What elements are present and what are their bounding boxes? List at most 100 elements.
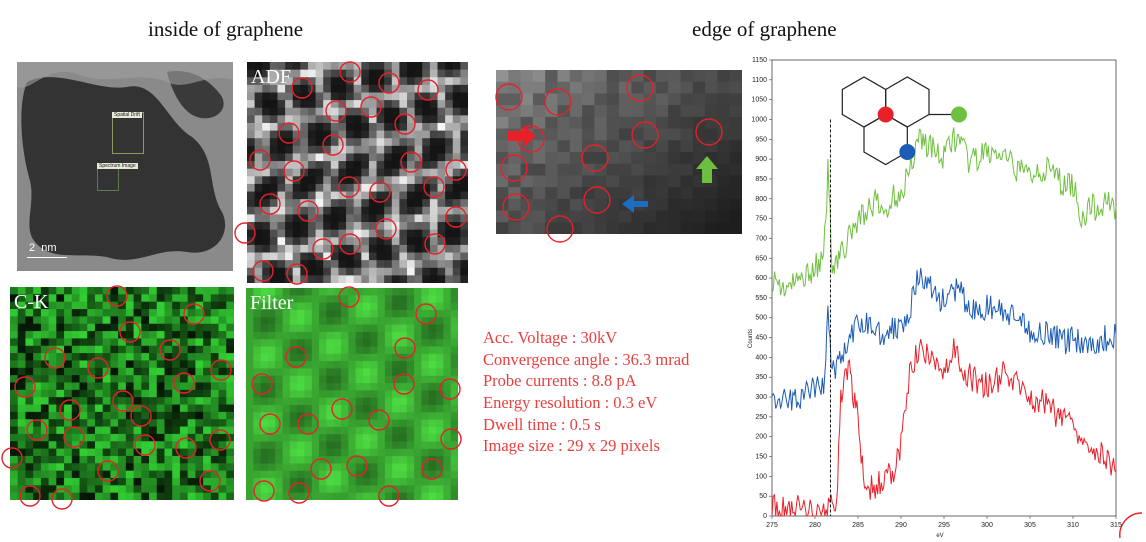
- filter-pixel: [304, 404, 313, 413]
- filter-pixel: [289, 390, 298, 399]
- edge-pixel: [557, 198, 571, 212]
- ck-pixel: [71, 397, 81, 406]
- ck-pixel: [179, 338, 189, 347]
- ck-pixel: [110, 294, 119, 303]
- ck-pixel: [156, 433, 165, 442]
- edge-pixel: [532, 175, 546, 188]
- filter-pixel: [377, 302, 386, 311]
- adf-pixel: [414, 161, 423, 170]
- ck-pixel: [87, 287, 96, 295]
- adf-pixel: [292, 237, 301, 246]
- ck-pixel: [164, 389, 173, 398]
- filter-pixel: [267, 485, 276, 494]
- ck-pixel: [210, 463, 220, 472]
- edge-pixel: [545, 222, 558, 234]
- filter-pixel: [260, 404, 269, 413]
- ck-pixel: [133, 301, 142, 310]
- ck-pixel: [102, 441, 111, 450]
- edge-pixel: [545, 128, 558, 141]
- filter-pixel: [260, 478, 269, 486]
- adf-pixel: [353, 176, 362, 185]
- adf-pixel: [330, 244, 339, 254]
- ck-pixel: [33, 485, 42, 494]
- adf-pixel: [353, 267, 362, 276]
- ck-pixel: [71, 375, 81, 383]
- filter-pixel: [297, 339, 305, 347]
- ck-pixel: [25, 294, 34, 303]
- filter-pixel: [311, 426, 320, 435]
- edge-pixel: [692, 105, 706, 118]
- ck-pixel: [64, 389, 73, 398]
- adf-pixel: [330, 183, 339, 193]
- ck-pixel: [149, 433, 158, 442]
- filter-pixel: [311, 404, 320, 413]
- ck-pixel: [94, 382, 104, 391]
- ck-pixel: [110, 485, 119, 494]
- ck-pixel: [203, 316, 212, 325]
- filter-pixel: [304, 441, 313, 450]
- ck-pixel: [195, 426, 204, 435]
- edge-pixel: [680, 105, 694, 118]
- adf-pixel: [262, 62, 271, 71]
- filter-pixel: [362, 478, 371, 486]
- filter-pixel: [399, 419, 408, 428]
- edge-pixel: [729, 93, 742, 106]
- ck-pixel: [218, 382, 227, 391]
- adf-pixel: [384, 115, 393, 124]
- adf-pixel: [368, 130, 378, 139]
- adf-pixel: [254, 161, 263, 170]
- filter-pixel: [421, 463, 430, 472]
- adf-pixel: [338, 153, 347, 162]
- adf-pixel: [254, 92, 263, 101]
- x-tick-label: 305: [1024, 522, 1036, 529]
- filter-pixel: [246, 470, 254, 479]
- filter-pixel: [260, 419, 269, 428]
- ck-pixel: [195, 492, 204, 500]
- adf-pixel: [414, 267, 423, 276]
- adf-pixel: [437, 260, 446, 269]
- ck-pixel: [102, 353, 111, 361]
- ck-pixel: [218, 492, 227, 500]
- adf-pixel: [307, 206, 317, 215]
- filter-pixel: [384, 339, 393, 347]
- adf-pixel: [346, 206, 355, 215]
- adf-pixel: [368, 77, 378, 86]
- ck-pixel: [218, 463, 227, 472]
- filter-pixel: [297, 404, 305, 413]
- ck-pixel: [79, 404, 88, 413]
- ck-pixel: [149, 309, 158, 317]
- ck-pixel: [133, 360, 142, 369]
- adf-pixel: [300, 199, 309, 208]
- adf-pixel: [437, 107, 446, 116]
- ck-pixel: [125, 485, 135, 494]
- adf-pixel: [376, 176, 385, 185]
- ck-pixel: [195, 404, 204, 413]
- adf-pixel: [429, 252, 439, 261]
- adf-pixel: [277, 130, 286, 139]
- ck-pixel: [56, 404, 65, 413]
- adf-pixel: [330, 62, 339, 71]
- filter-pixel: [428, 419, 437, 428]
- adf-pixel: [407, 100, 416, 109]
- adf-pixel: [323, 77, 332, 86]
- ck-pixel: [33, 411, 42, 420]
- ck-pixel: [210, 301, 220, 310]
- adf-pixel: [407, 69, 416, 78]
- filter-pixel: [267, 470, 276, 479]
- adf-pixel: [277, 138, 286, 147]
- adf-pixel: [292, 62, 301, 71]
- adf-pixel: [353, 168, 362, 177]
- ck-pixel: [210, 367, 220, 376]
- edge-pixel: [594, 81, 608, 94]
- filter-pixel: [377, 288, 386, 296]
- ck-pixel: [40, 426, 50, 435]
- ck-pixel: [156, 338, 165, 347]
- filter-pixel: [450, 295, 458, 304]
- adf-pixel: [429, 100, 439, 109]
- filter-pixel: [414, 361, 422, 369]
- adf-pixel: [338, 237, 347, 246]
- filter-pixel: [399, 463, 408, 472]
- filter-pixel: [377, 441, 386, 450]
- filter-pixel: [275, 463, 284, 472]
- ck-pixel: [218, 455, 227, 464]
